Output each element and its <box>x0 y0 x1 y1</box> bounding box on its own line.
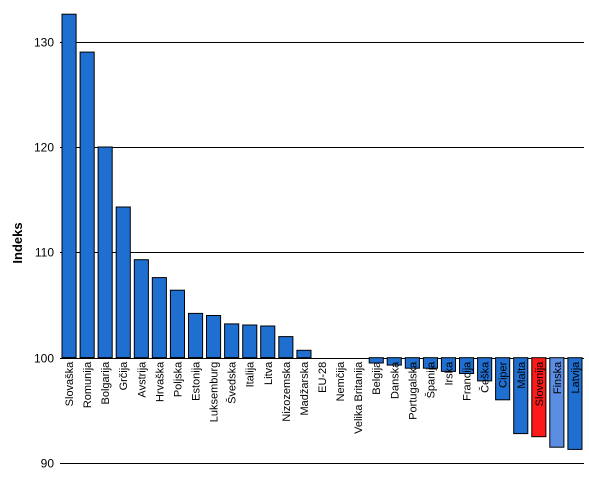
bar-malta <box>513 357 529 435</box>
category-label: Avstrija <box>136 361 148 398</box>
y-tick-label: 90 <box>41 457 55 471</box>
bar-grčija <box>115 206 131 359</box>
category-label: Malta <box>516 361 528 389</box>
bar-madžarska <box>296 349 312 359</box>
category-label: Poljska <box>172 361 184 397</box>
bar-finska <box>549 357 565 448</box>
category-label: Italija <box>245 361 257 388</box>
category-label: Nemčija <box>335 361 347 402</box>
bars <box>61 13 583 450</box>
bar-avstrija <box>133 259 149 359</box>
bar-estonija <box>188 312 204 359</box>
bar-bolgarija <box>97 146 113 359</box>
category-label: Hrvaška <box>154 361 166 402</box>
category-label: Bolgarija <box>100 361 112 405</box>
y-tick-label: 130 <box>34 36 54 50</box>
bar-latvija <box>567 357 583 450</box>
y-tick-label: 110 <box>35 246 54 260</box>
y-tick-label: 120 <box>34 141 54 155</box>
category-labels: Slovaška Romunija Bolgarija Grčija Avstrija H… <box>64 361 582 434</box>
bar-ciper <box>495 357 511 401</box>
bar-švedska <box>224 323 240 359</box>
category-label: Madžarska <box>299 361 311 416</box>
category-label: Finska <box>552 361 564 394</box>
bar-nizozemska <box>278 336 294 359</box>
category-label: Belgija <box>371 361 383 395</box>
y-axis-title: Indeks <box>10 222 25 263</box>
category-label: Latvija <box>570 361 582 394</box>
bar-portugalska <box>404 357 420 369</box>
category-label: Španija <box>424 361 437 399</box>
category-label: Irska <box>444 361 456 386</box>
category-label: Francija <box>462 361 474 401</box>
category-label: Velika Britanija <box>353 361 365 434</box>
category-label: Luksemburg <box>209 362 221 423</box>
bar-luksemburg <box>206 315 222 359</box>
category-label: Švedska <box>226 361 239 404</box>
bar-romunija <box>79 51 95 359</box>
bar-španija <box>422 357 438 369</box>
category-label: Slovaška <box>64 361 76 407</box>
bar-slovenija <box>531 357 547 438</box>
bar-italija <box>242 324 258 359</box>
bar-irska <box>440 357 456 372</box>
bar-češka <box>477 357 493 382</box>
bar-hrvaška <box>151 277 167 359</box>
bar-litva <box>260 325 276 359</box>
y-tick-labels: 90 100 110 120 130 <box>34 36 54 471</box>
bar-belgija <box>368 357 384 364</box>
category-label: Češka <box>479 361 492 393</box>
category-label: Grčija <box>118 361 130 391</box>
category-label: Slovenija <box>534 361 546 407</box>
category-label: Ciper <box>498 361 510 388</box>
category-label: Danska <box>389 361 401 399</box>
gridlines <box>60 42 584 464</box>
category-label: Estonija <box>191 361 203 401</box>
bar-slovaška <box>61 13 77 359</box>
category-label: Portugalska <box>407 361 419 420</box>
bar-danska <box>386 357 402 366</box>
bar-francija <box>459 357 475 375</box>
category-label: Nizozemska <box>281 361 293 422</box>
y-tick-label: 100 <box>34 352 54 366</box>
category-label: Litva <box>263 361 275 385</box>
category-label: Romunija <box>82 361 94 408</box>
bar-poljska <box>169 289 185 359</box>
category-label: EU-28 <box>317 362 329 393</box>
